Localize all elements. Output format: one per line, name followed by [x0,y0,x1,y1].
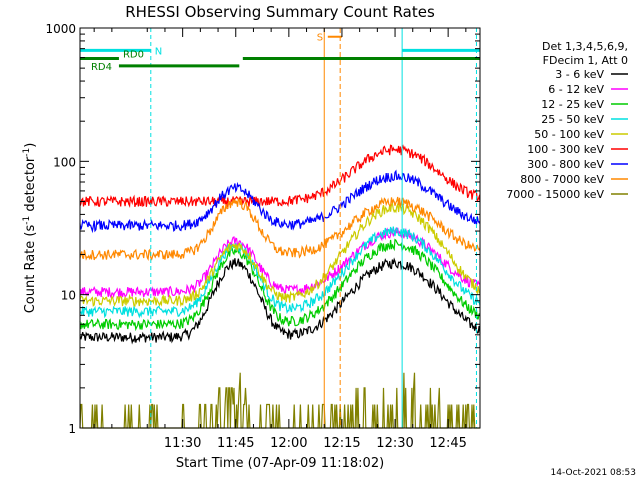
legend-entry-50-100-kev: 50 - 100 keV [534,128,604,141]
series-line-300-800-kev [79,169,481,234]
legend-entry-3-6-kev: 3 - 6 keV [555,68,604,81]
x-tick-label: 12:00 [270,436,307,451]
y-axis-label: Count Rate (s-1 detector-1) [22,143,38,314]
axis-ticks-group: 1 10 100 1000 11:30 11:45 12:00 12:15 12:30 12:45 [45,22,480,451]
x-tick-label: 12:15 [323,436,360,451]
plot-frame [79,27,481,429]
y-axis-label-sup1: -1 [22,216,32,225]
y-axis-label-end: ) [23,143,38,148]
y-tick-label: 10 [61,289,76,303]
y-tick-label: 1 [68,422,76,436]
decimation-state-label-rd4: RD4 [91,62,112,73]
legend-entry-800-7000-kev: 800 - 7000 keV [520,173,604,186]
x-tick-label: 12:30 [376,436,413,451]
legend-entry-300-800-kev: 300 - 800 keV [527,158,604,171]
series-line-25-50-kev [79,226,481,319]
series-line-3-6-kev [79,257,481,345]
series-line-100-300-kev [79,144,481,209]
y-tick-label: 100 [53,155,76,169]
legend-entry-6-12-kev: 6 - 12 keV [548,83,604,96]
attenuator-state-label: N [155,46,162,57]
y-tick-label: 1000 [45,22,76,36]
legend-entry-25-50-kev: 25 - 50 keV [541,113,604,126]
chart-title: RHESSI Observing Summary Count Rates [125,3,435,21]
legend-entry-12-25-kev: 12 - 25 keV [541,98,604,111]
y-axis-label-main: Count Rate (s [23,225,38,314]
y-axis-label-sup2: -1 [22,148,32,157]
x-tick-label: 11:45 [217,436,254,451]
series-line-800-7000-kev [79,196,481,262]
legend-header-line: FDecim 1, Att 0 [543,54,628,67]
legend-entry-100-300-kev: 100 - 300 keV [527,143,604,156]
x-tick-label: 11:30 [164,436,201,451]
legend-header-line: Det 1,3,4,5,6,9, [542,40,628,53]
saa-marker-label: S [317,33,323,44]
x-axis-label: Start Time (07-Apr-09 11:18:02) [176,456,384,471]
legend-entry-7000-15000-kev: 7000 - 15000 keV [506,188,604,201]
legend: Det 1,3,4,5,6,9,FDecim 1, Att 03 - 6 keV… [506,40,628,201]
series-line-50-100-kev [79,202,481,308]
generation-timestamp: 14-Oct-2021 08:53 [551,468,636,478]
series-line-12-25-kev [79,238,481,332]
y-axis-label-mid: detector [23,156,38,216]
x-tick-label: 12:45 [429,436,466,451]
decimation-state-label-rd0: RD0 [123,50,144,61]
